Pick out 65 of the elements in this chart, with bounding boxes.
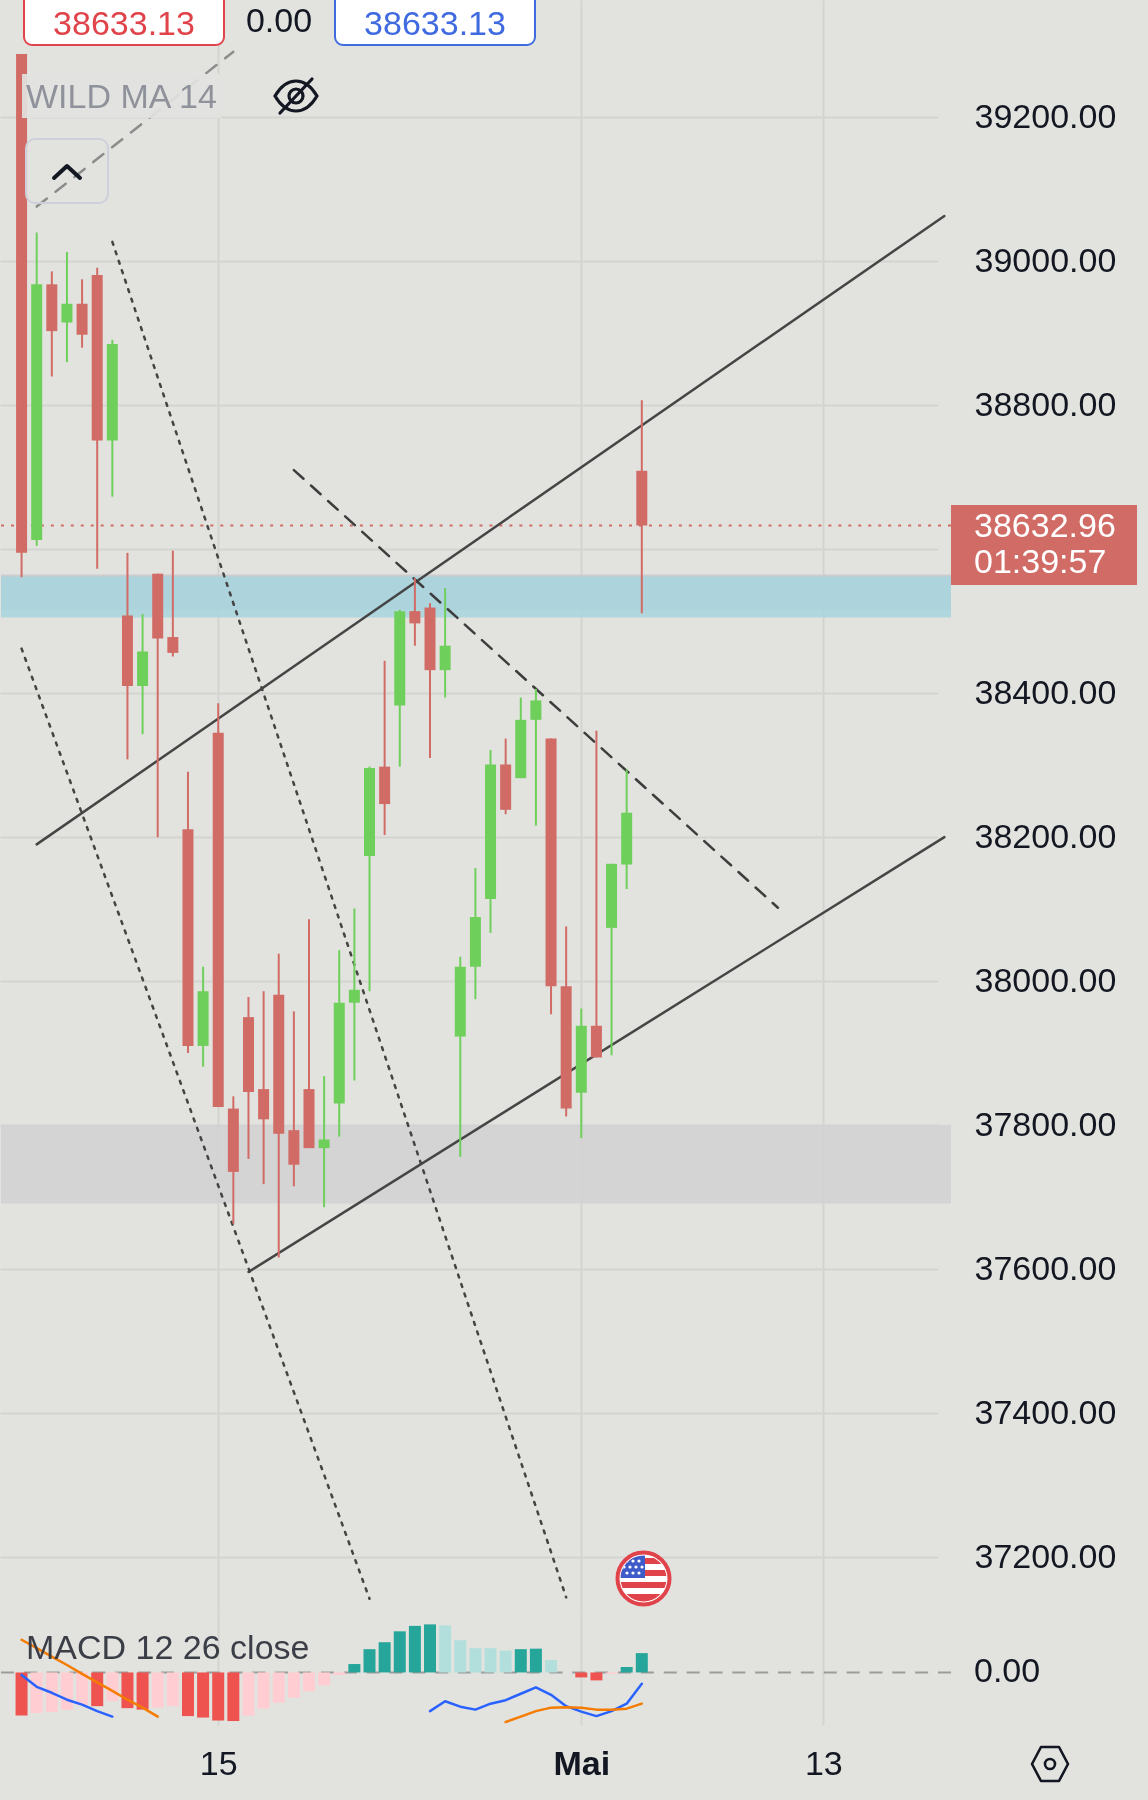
bar: [166, 1672, 179, 1707]
bar: [197, 1672, 210, 1718]
y-tick-label: 39200.00: [974, 96, 1117, 135]
bar: [499, 1650, 512, 1673]
bar: [439, 1625, 452, 1673]
y-tick-label: 38000.00: [974, 960, 1117, 999]
bar: [181, 1672, 194, 1717]
bar: [30, 1672, 43, 1714]
x-tick-label: 13: [804, 1743, 843, 1782]
y-tick-label: 38800.00: [974, 384, 1117, 423]
ref-line-label: 0.00: [974, 1651, 1041, 1690]
bar: [60, 1672, 73, 1710]
y-tick-label: 37800.00: [974, 1104, 1117, 1143]
bar: [212, 1672, 225, 1721]
bar: [545, 1660, 558, 1673]
candlestick: [530, 687, 542, 827]
candlestick: [318, 1075, 330, 1209]
y-tick-label: 37200.00: [974, 1536, 1117, 1575]
x-tick-label: Mai: [553, 1743, 611, 1782]
bar: [15, 1672, 28, 1716]
annotation: 38633.13: [334, 0, 536, 46]
candlestick: [409, 577, 421, 647]
candlestick: [167, 549, 179, 658]
bar: [242, 1672, 255, 1716]
bar: [348, 1664, 361, 1673]
bar: [136, 1672, 149, 1710]
bar: [378, 1642, 391, 1673]
bar: [408, 1625, 421, 1673]
bar: [635, 1653, 648, 1673]
bar: [272, 1672, 285, 1703]
y-tick-label: 37600.00: [974, 1248, 1117, 1287]
bar: [333, 1672, 346, 1675]
bar: [318, 1672, 331, 1686]
bar: [151, 1672, 164, 1708]
bar: [454, 1640, 467, 1673]
bar: [257, 1672, 270, 1709]
bar: [529, 1648, 542, 1673]
bar: [469, 1648, 482, 1673]
bar: [393, 1631, 406, 1673]
y-tick-label: 37400.00: [974, 1392, 1117, 1431]
candlestick: [61, 250, 73, 364]
ref-line-label: 38632.96 01:39:57: [974, 505, 1116, 580]
bar: [590, 1672, 603, 1681]
chart-title: MACD 12 26 close: [26, 1628, 310, 1666]
bar: [121, 1672, 134, 1709]
y-tick-label: 39000.00: [974, 240, 1117, 279]
y-tick-label: 38200.00: [974, 816, 1117, 855]
bar: [363, 1649, 376, 1673]
x-tick-label: 15: [199, 1743, 238, 1782]
bar: [620, 1667, 633, 1673]
bar: [45, 1672, 58, 1713]
candlestick: [590, 729, 602, 1059]
annotation: 38633.13: [23, 0, 225, 46]
bar: [424, 1624, 437, 1673]
bar: [287, 1672, 300, 1698]
bar: [484, 1648, 497, 1673]
bar: [91, 1672, 104, 1707]
bar: [575, 1672, 588, 1678]
annotation: 0.00: [244, 0, 314, 41]
bar: [514, 1649, 527, 1673]
y-tick-label: 38400.00: [974, 672, 1117, 711]
bar: [302, 1672, 315, 1692]
annotation: WILD MA 14: [22, 74, 221, 118]
bar: [227, 1672, 240, 1722]
candlestick: [348, 907, 360, 1082]
